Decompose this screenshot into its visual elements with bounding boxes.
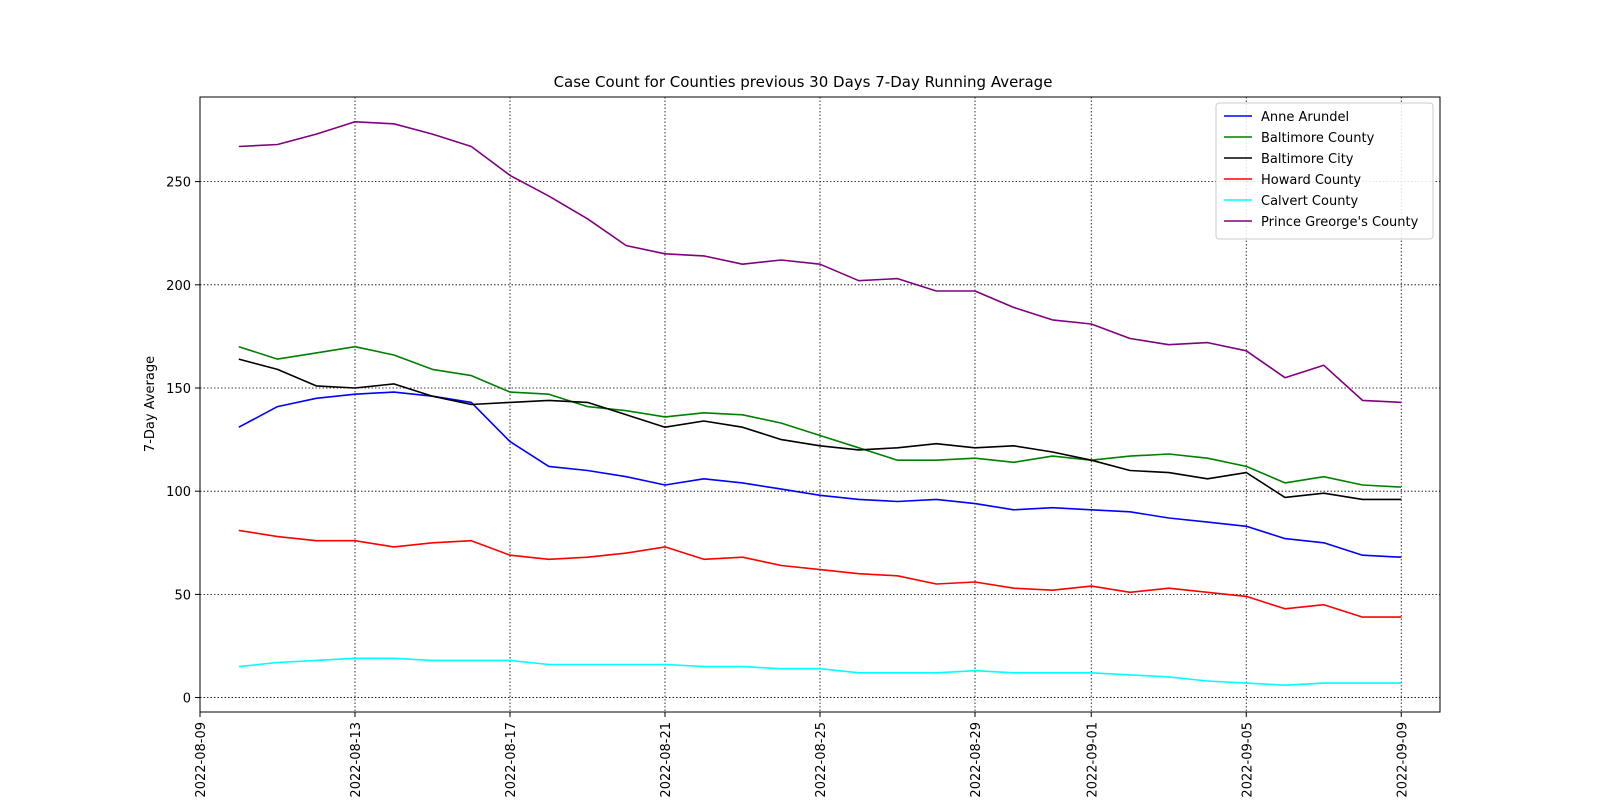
legend-label: Anne Arundel [1261,110,1349,125]
series-line-howard-county [238,529,1402,618]
y-axis-label: 7-Day Average [143,356,158,452]
x-tick-label: 2022-08-25 [814,722,829,798]
y-tick-label: 200 [166,279,191,294]
x-tick-label: 2022-08-29 [969,722,984,798]
x-tick-label: 2022-08-21 [659,722,674,798]
x-axis: 2022-08-09 2022-08-13 2022-08-17 2022-08-21… [194,712,1410,798]
legend: Anne Arundel Baltimore County Baltimore Ci… [1215,102,1434,240]
legend-label: Prince Greorge's County [1261,215,1419,230]
legend-box [1215,102,1434,240]
legend-label: Baltimore City [1261,152,1354,167]
y-tick-label: 250 [166,176,191,191]
legend-label: Calvert County [1261,194,1359,209]
x-tick-label: 2022-09-05 [1240,722,1255,798]
y-tick-label: 150 [166,382,191,397]
x-tick-label: 2022-08-09 [194,722,209,798]
series-line-baltimore-county [238,345,1402,488]
x-tick-label: 2022-08-13 [349,722,364,798]
y-axis: 0 50 100 150 200 250 [166,176,200,707]
series-line-prince-greorge-s-county [238,121,1402,404]
series-line-calvert-county [238,657,1402,687]
y-tick-label: 100 [166,485,191,500]
x-tick-label: 2022-08-17 [504,722,519,798]
legend-label: Howard County [1261,173,1361,188]
series-line-baltimore-city [238,358,1402,501]
y-tick-label: 0 [183,692,191,707]
series-lines [238,121,1402,687]
y-tick-label: 50 [174,588,191,603]
x-tick-label: 2022-09-01 [1085,722,1100,798]
x-tick-label: 2022-09-09 [1395,722,1410,798]
chart-title: Case Count for Counties previous 30 Days… [554,73,1053,91]
legend-label: Baltimore County [1261,131,1375,146]
